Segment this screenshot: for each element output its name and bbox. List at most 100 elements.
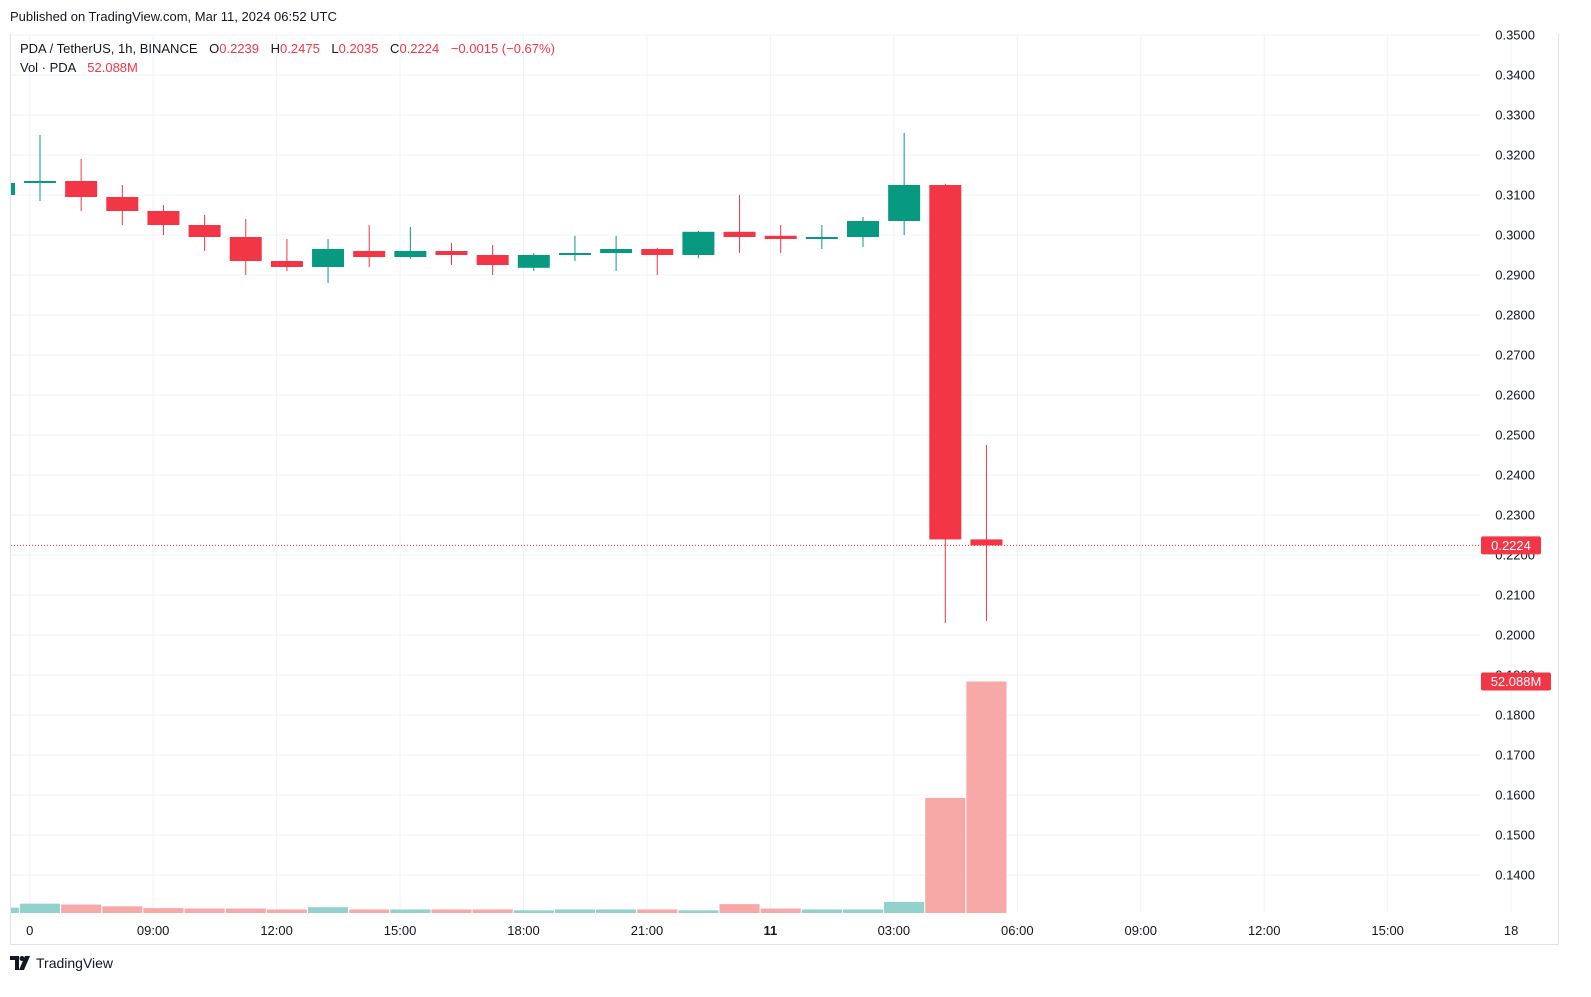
volume-bar bbox=[966, 681, 1007, 913]
candle-body bbox=[764, 235, 797, 239]
time-axis: 0 09:00 12:00 15:00 18:00 21:00 11 03:00 06:00 09… bbox=[26, 923, 1518, 938]
time-tick-label: 12:00 bbox=[260, 923, 293, 938]
candle-body bbox=[888, 185, 921, 221]
last-price-label: 0.2224 bbox=[1491, 538, 1531, 553]
volume-bar bbox=[472, 909, 513, 913]
volume-row: Vol · PDA 52.088M bbox=[20, 58, 555, 77]
candle-body bbox=[270, 261, 303, 267]
candle-body bbox=[394, 251, 427, 257]
volume-bar bbox=[801, 909, 842, 913]
price-tick-label: 0.3500 bbox=[1495, 28, 1535, 43]
price-tick-label: 0.3400 bbox=[1495, 68, 1535, 83]
time-tick-label: 21:00 bbox=[631, 923, 664, 938]
price-tick-label: 0.1600 bbox=[1495, 788, 1535, 803]
volume-bar bbox=[390, 909, 431, 913]
close-value: 0.2224 bbox=[399, 41, 440, 56]
price-tick-label: 0.1700 bbox=[1495, 748, 1535, 763]
volume-bar bbox=[225, 908, 266, 913]
volume-bar bbox=[596, 909, 637, 913]
candle-body bbox=[106, 197, 139, 211]
low-label: L bbox=[331, 41, 339, 56]
candle-body bbox=[24, 181, 56, 183]
volume-bar bbox=[349, 909, 390, 913]
price-tick-label: 0.2300 bbox=[1495, 508, 1535, 523]
candle-body bbox=[970, 539, 1003, 546]
volume-bar bbox=[143, 908, 184, 913]
candle-body bbox=[929, 185, 962, 540]
high-value: 0.2475 bbox=[280, 41, 320, 56]
price-tick-label: 0.2700 bbox=[1495, 348, 1535, 363]
volume-bar bbox=[719, 904, 760, 913]
time-tick-label: 03:00 bbox=[878, 923, 911, 938]
candle-body bbox=[682, 231, 715, 255]
volume-bar bbox=[842, 909, 884, 913]
price-tick-label: 0.2600 bbox=[1495, 388, 1535, 403]
last-price-badge bbox=[1481, 536, 1541, 555]
grid-lines bbox=[11, 34, 1512, 913]
price-tick-label: 0.1500 bbox=[1495, 828, 1535, 843]
candlesticks bbox=[11, 133, 1003, 623]
volume-bars bbox=[11, 681, 1007, 913]
tradingview-logo-text: TradingView bbox=[36, 955, 114, 971]
volume-bar bbox=[925, 797, 966, 913]
high-label: H bbox=[270, 41, 281, 56]
volume-bar bbox=[884, 901, 925, 913]
price-tick-label: 0.3100 bbox=[1495, 188, 1535, 203]
volume-bar bbox=[760, 908, 801, 913]
volume-value: 52.088M bbox=[87, 60, 138, 75]
time-tick-label: 15:00 bbox=[1371, 923, 1404, 938]
time-tick-label: 18 bbox=[1504, 923, 1518, 938]
tradingview-logo-icon bbox=[10, 956, 30, 970]
volume-bar bbox=[637, 909, 678, 913]
price-tick-label: 0.2400 bbox=[1495, 468, 1535, 483]
volume-bar bbox=[102, 906, 143, 913]
time-tick-label: 09:00 bbox=[137, 923, 170, 938]
candle-body bbox=[353, 251, 386, 257]
volume-bar bbox=[307, 907, 349, 913]
candle-body bbox=[188, 225, 221, 237]
change-value: −0.0015 (−0.67%) bbox=[450, 41, 555, 56]
candle-body-partial bbox=[11, 183, 15, 195]
volume-bar bbox=[513, 910, 554, 913]
time-tick-label: 06:00 bbox=[1001, 923, 1034, 938]
price-tick-label: 0.2000 bbox=[1495, 628, 1535, 643]
price-tick-label: 0.3200 bbox=[1495, 148, 1535, 163]
volume-bar bbox=[266, 909, 307, 913]
price-tick-label: 0.1800 bbox=[1495, 708, 1535, 723]
tradingview-logo[interactable]: TradingView bbox=[10, 955, 113, 971]
ohlc-row: PDA / TetherUS, 1h, BINANCE O0.2239 H0.2… bbox=[20, 39, 555, 58]
time-tick-label: 15:00 bbox=[384, 923, 417, 938]
price-tick-label: 0.2100 bbox=[1495, 588, 1535, 603]
time-tick-label: 18:00 bbox=[507, 923, 540, 938]
price-tick-label: 0.3000 bbox=[1495, 228, 1535, 243]
last-volume-badge bbox=[1481, 672, 1551, 691]
volume-bar bbox=[678, 910, 719, 913]
low-value: 0.2035 bbox=[338, 41, 379, 56]
candle-body bbox=[147, 211, 180, 225]
volume-bar bbox=[11, 907, 19, 913]
volume-label[interactable]: Vol · PDA bbox=[20, 60, 76, 75]
volume-bar bbox=[61, 904, 102, 913]
time-tick-label: 11 bbox=[764, 923, 778, 938]
candle-body bbox=[517, 255, 550, 268]
candle-body bbox=[435, 251, 468, 255]
time-tick-label: 09:00 bbox=[1124, 923, 1157, 938]
volume-bar bbox=[184, 908, 225, 913]
candle-body bbox=[65, 181, 98, 197]
candle-body bbox=[723, 231, 756, 237]
price-tick-label: 0.3300 bbox=[1495, 108, 1535, 123]
open-value: 0.2239 bbox=[219, 41, 260, 56]
candle-body bbox=[600, 249, 633, 253]
price-tick-label: 0.2900 bbox=[1495, 268, 1535, 283]
symbol-label[interactable]: PDA / TetherUS, 1h, BINANCE bbox=[20, 41, 198, 56]
candle-body bbox=[641, 249, 674, 255]
price-tick-label: 0.1400 bbox=[1495, 868, 1535, 883]
chart-legend: PDA / TetherUS, 1h, BINANCE O0.2239 H0.2… bbox=[20, 39, 555, 77]
chart-frame bbox=[10, 34, 1559, 945]
volume-bar bbox=[19, 903, 61, 913]
published-caption: Published on TradingView.com, Mar 11, 20… bbox=[10, 9, 337, 24]
time-tick-label: 0 bbox=[26, 923, 33, 938]
volume-bar bbox=[554, 909, 596, 913]
candle-body bbox=[312, 249, 345, 267]
